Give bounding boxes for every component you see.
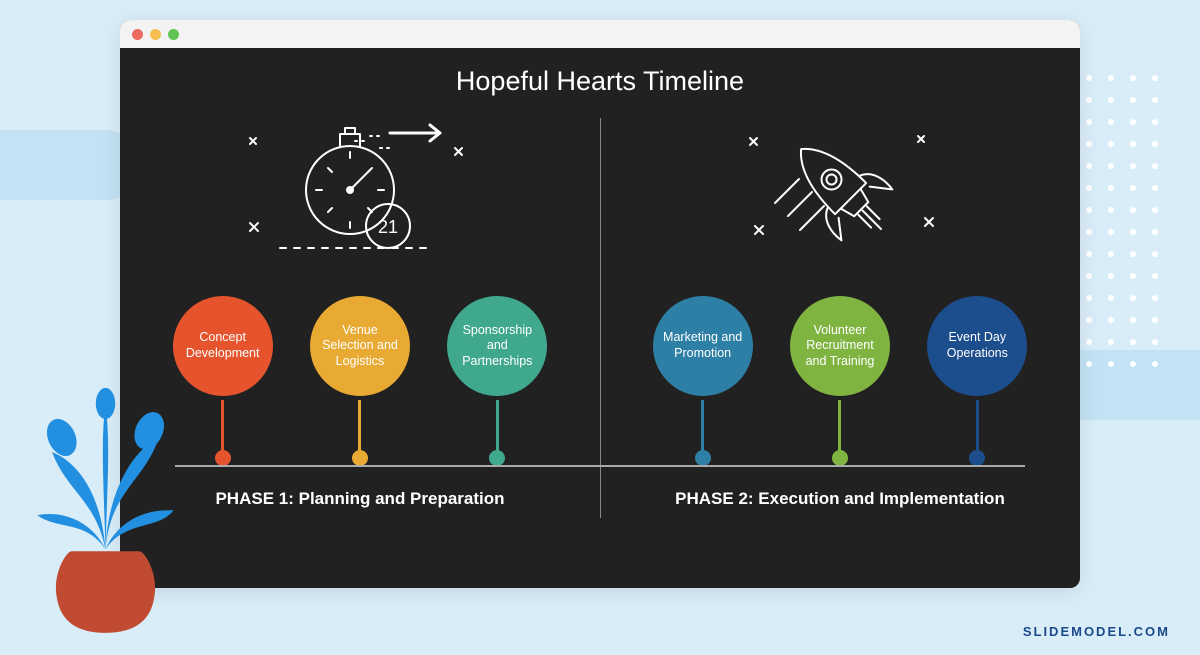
plant-leaves — [37, 388, 173, 549]
node-stem — [701, 400, 704, 452]
node-pin — [489, 450, 505, 466]
phase-labels: PHASE 1: Planning and Preparation PHASE … — [120, 488, 1080, 511]
node-pin — [832, 450, 848, 466]
timeline-node: Marketing and Promotion — [643, 296, 763, 466]
timeline-row: Concept Development Venue Selection and L… — [120, 296, 1080, 466]
node-bubble: Event Day Operations — [927, 296, 1027, 396]
node-stem — [496, 400, 499, 452]
window-titlebar — [120, 20, 1080, 48]
watermark: SLIDEMODEL.COM — [1023, 624, 1170, 639]
stopwatch-illustration: 21 — [120, 103, 600, 273]
bg-stripe — [0, 130, 140, 200]
phase-2-label: PHASE 2: Execution and Implementation — [600, 488, 1080, 511]
browser-window: Hopeful Hearts Timeline 21 — [120, 20, 1080, 588]
rocket-icon — [700, 108, 980, 268]
node-pin — [215, 450, 231, 466]
plant-decoration — [18, 384, 193, 637]
node-bubble: Sponsorship and Partnerships — [447, 296, 547, 396]
node-pin — [352, 450, 368, 466]
timeline-node: Volunteer Recruitment and Training — [780, 296, 900, 466]
rocket-illustration — [600, 103, 1080, 273]
slide-title: Hopeful Hearts Timeline — [120, 48, 1080, 97]
node-bubble: Volunteer Recruitment and Training — [790, 296, 890, 396]
timeline-node: Venue Selection and Logistics — [300, 296, 420, 466]
phase-2-nodes: Marketing and Promotion Volunteer Recruit… — [600, 296, 1080, 466]
stopwatch-icon: 21 — [220, 108, 500, 268]
node-stem — [976, 400, 979, 452]
node-stem — [838, 400, 841, 452]
timeline-node: Sponsorship and Partnerships — [437, 296, 557, 466]
minimize-icon[interactable] — [150, 29, 161, 40]
node-bubble: Marketing and Promotion — [653, 296, 753, 396]
slide-canvas: Hopeful Hearts Timeline 21 — [120, 48, 1080, 588]
timeline-node: Event Day Operations — [917, 296, 1037, 466]
close-icon[interactable] — [132, 29, 143, 40]
node-bubble: Concept Development — [173, 296, 273, 396]
svg-text:21: 21 — [378, 217, 398, 237]
node-bubble: Venue Selection and Logistics — [310, 296, 410, 396]
node-pin — [695, 450, 711, 466]
plant-pot — [56, 551, 155, 633]
timeline-baseline — [175, 465, 1025, 467]
maximize-icon[interactable] — [168, 29, 179, 40]
node-stem — [221, 400, 224, 452]
node-pin — [969, 450, 985, 466]
node-stem — [358, 400, 361, 452]
